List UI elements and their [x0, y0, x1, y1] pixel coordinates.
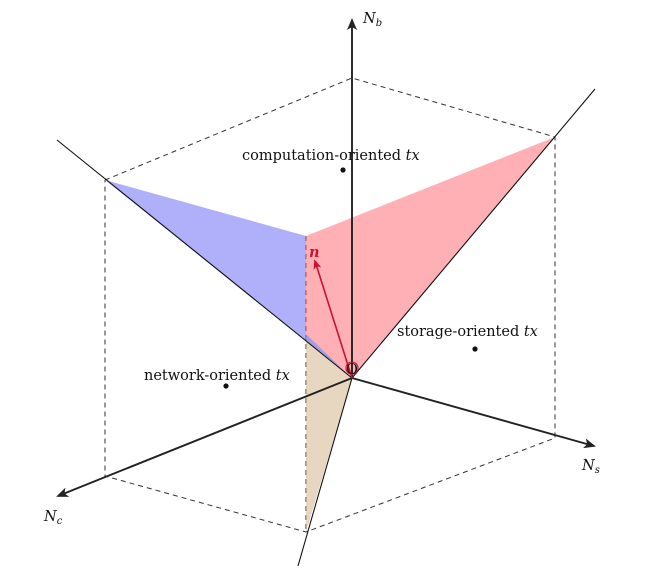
nb-axis-label: Nb: [362, 11, 382, 29]
origin-marker: [345, 361, 359, 375]
vector-label: n: [309, 244, 320, 261]
plane-line-right: [351, 88, 596, 379]
plane-line-left: [56, 139, 353, 379]
normal-vector: [313, 259, 353, 379]
plane-line-bottom: [297, 377, 353, 567]
ns-axis-label: Ns: [581, 458, 600, 476]
red-plane: [306, 137, 555, 378]
ns-axis: [351, 377, 596, 449]
network-point: [223, 383, 229, 389]
computation-point: [340, 167, 346, 173]
network-label: network-oriented tx: [144, 368, 290, 384]
nc-axis: [56, 377, 353, 497]
storage-point: [472, 346, 478, 352]
nc-axis-label: Nc: [43, 509, 63, 527]
computation-label: computation-oriented tx: [242, 148, 420, 164]
storage-label: storage-oriented tx: [397, 324, 538, 340]
origin-label: O: [346, 362, 358, 378]
